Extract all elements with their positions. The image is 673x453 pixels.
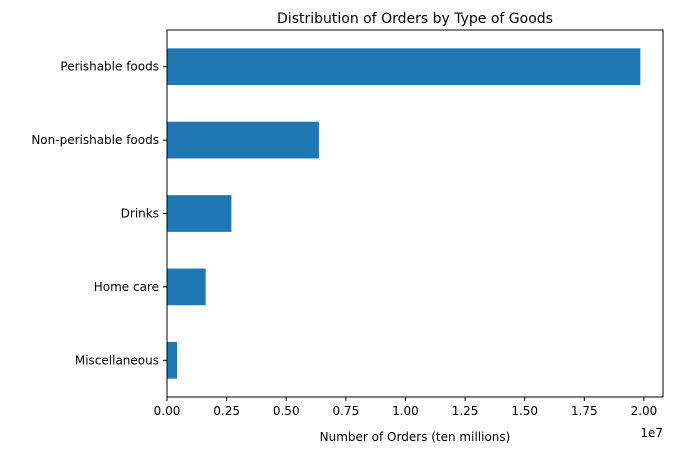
bar-home-care	[167, 268, 206, 306]
bar-non-perishable-foods	[167, 121, 319, 159]
x-axis-offset-text: 1e7	[640, 426, 663, 440]
bar-drinks	[167, 195, 232, 232]
x-tick-label: 0.25	[213, 404, 240, 418]
y-tick-label: Drinks	[121, 207, 159, 221]
x-tick-label: 1.25	[452, 404, 479, 418]
x-tick-label: 0.50	[273, 404, 300, 418]
x-tick-label: 1.75	[571, 404, 598, 418]
x-tick-label: 0.00	[154, 404, 181, 418]
x-tick-label: 0.75	[332, 404, 359, 418]
y-tick-label: Non-perishable foods	[31, 133, 159, 147]
x-axis: 0.00 0.25 0.50 0.75 1.00 1.25 1.50 1.75 2.00	[154, 397, 658, 418]
x-tick-label: 2.00	[631, 404, 658, 418]
y-tick-label: Perishable foods	[60, 60, 159, 74]
x-axis-label: Number of Orders (ten millions)	[320, 430, 511, 444]
bars-layer	[167, 48, 641, 379]
y-tick-label: Miscellaneous	[75, 353, 159, 367]
x-tick-label: 1.00	[392, 404, 419, 418]
x-tick-label: 1.50	[511, 404, 538, 418]
y-axis: Perishable foods Non-perishable foods Drin…	[31, 60, 167, 367]
y-tick-label: Home care	[94, 280, 159, 294]
bar-miscellaneous	[167, 341, 178, 379]
chart-title: Distribution of Orders by Type of Goods	[277, 11, 553, 27]
bar-perishable-foods	[167, 48, 641, 86]
